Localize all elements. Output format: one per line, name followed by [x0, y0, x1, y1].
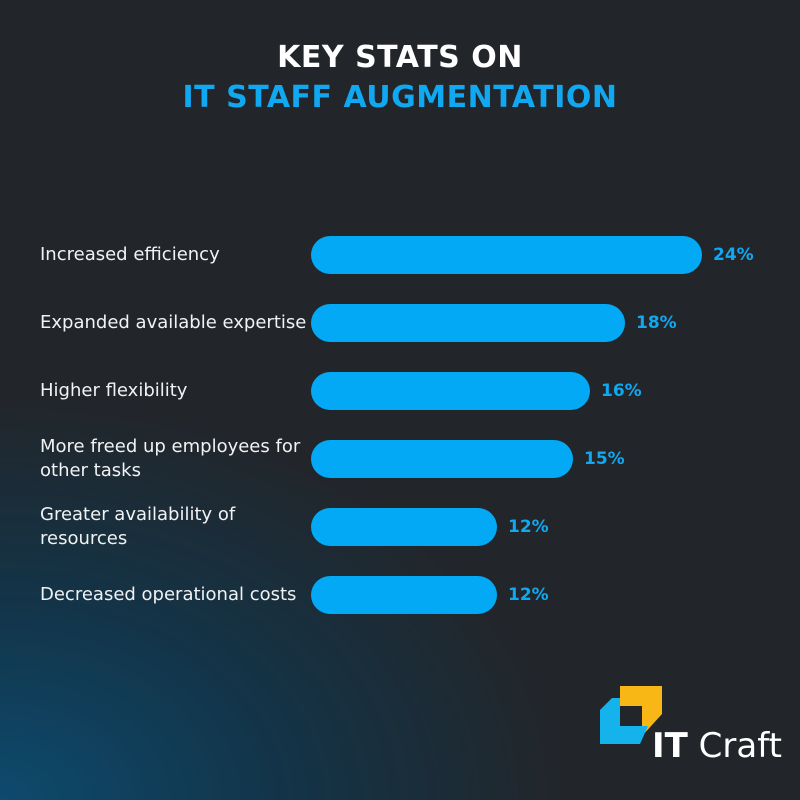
value-label: 24% — [713, 245, 754, 265]
category-label: Higher flexibility — [40, 380, 188, 401]
category-label: Increased efficiency — [40, 244, 220, 265]
value-label: 18% — [636, 313, 677, 333]
itcraft-logo-icon — [600, 686, 662, 744]
value-label: 12% — [508, 585, 549, 605]
category-label: Decreased operational costs — [40, 584, 297, 605]
logo-text: IT Craft — [652, 726, 782, 766]
bar — [311, 440, 573, 478]
bar — [311, 236, 702, 274]
bar — [311, 576, 497, 614]
bar — [311, 304, 625, 342]
bar — [311, 508, 497, 546]
category-label: Expanded available expertise — [40, 312, 307, 333]
category-label: Greater availability of resources — [40, 504, 236, 549]
category-label: More freed up employees for other tasks — [40, 436, 301, 481]
title-line-2: IT STAFF AUGMENTATION — [182, 80, 618, 115]
value-label: 15% — [584, 449, 625, 469]
bar — [311, 372, 590, 410]
title-line-1: KEY STATS ON — [277, 40, 523, 75]
value-label: 12% — [508, 517, 549, 537]
value-label: 16% — [601, 381, 642, 401]
